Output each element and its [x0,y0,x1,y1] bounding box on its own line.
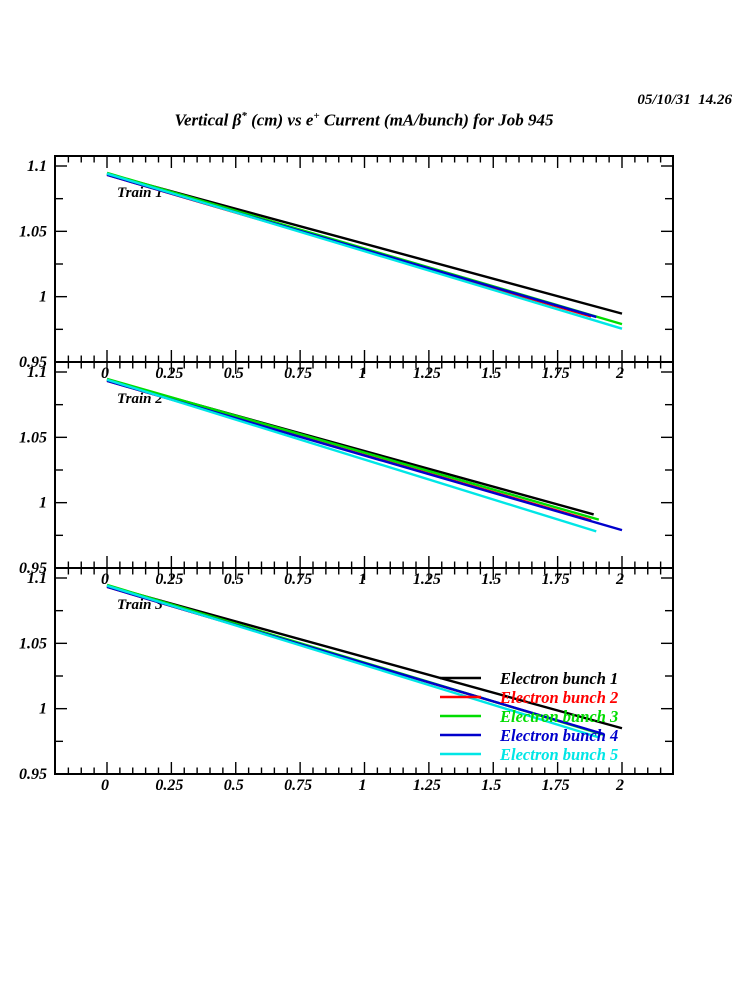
x-tick-label: 1.5 [481,777,501,794]
y-tick-label: 0.95 [19,560,47,577]
x-tick-label: 1.75 [542,571,570,588]
x-tick-label: 1.75 [542,777,570,794]
x-tick-label: 0.25 [155,365,183,382]
data-line-electron-bunch-3 [106,377,600,521]
y-tick-label: 1.1 [27,570,47,587]
x-tick-label: 1 [359,365,367,382]
title-part-1: Vertical β [174,110,242,130]
x-tick-label: 1.75 [542,365,570,382]
y-tick-label: 1.05 [19,429,47,446]
y-tick-label: 0.95 [19,766,47,783]
title-sup-plus: + [313,110,320,122]
data-line-electron-bunch-5 [106,584,600,739]
y-axis-labels: 0.95 1 1.05 1.1 [19,364,47,577]
timestamp: 05/10/31 14.26 [637,92,732,108]
y-tick-label: 1.05 [19,635,47,652]
x-axis-labels: 0 0.25 0.5 0.75 1 1.25 1.5 1.75 2 [101,571,624,588]
chart-title: Vertical β* (cm) vs e+ Current (mA/bunch… [0,110,728,131]
y-axis-labels: 0.95 1 1.05 1.1 [19,158,47,371]
legend-label-2: Electron bunch 2 [499,688,618,707]
axis-ticks [55,568,673,775]
x-tick-label: 0 [101,777,109,794]
x-tick-label: 2 [615,777,624,794]
legend-label-5: Electron bunch 5 [499,745,618,764]
x-tick-label: 1.25 [413,777,441,794]
x-tick-label: 1 [359,571,367,588]
x-axis-labels: 0 0.25 0.5 0.75 1 1.25 1.5 1.75 2 [101,777,624,794]
x-tick-label: 0.25 [155,777,183,794]
data-line-electron-bunch-5 [106,172,623,330]
x-axis-labels: 0 0.25 0.5 0.75 1 1.25 1.5 1.75 2 [101,365,624,382]
x-tick-label: 0.75 [284,365,312,382]
legend-label-1: Electron bunch 1 [499,669,618,688]
x-tick-label: 0.5 [224,365,244,382]
x-tick-label: 1 [359,777,367,794]
y-tick-label: 1 [39,289,47,306]
x-tick-label: 0.75 [284,777,312,794]
x-tick-label: 1.5 [481,365,501,382]
title-part-2: (cm) vs e [246,110,314,130]
x-tick-label: 0 [101,365,109,382]
x-tick-label: 0.75 [284,571,312,588]
y-tick-label: 1 [39,495,47,512]
y-tick-label: 0.95 [19,354,47,371]
x-tick-label: 2 [615,365,624,382]
y-tick-label: 1.05 [19,223,47,240]
x-tick-label: 2 [615,571,624,588]
y-tick-label: 1.1 [27,158,47,175]
x-tick-label: 0 [101,571,109,588]
y-tick-label: 1 [39,701,47,718]
x-tick-label: 1.25 [413,365,441,382]
y-axis-labels: 0.95 1 1.05 1.1 [19,570,47,783]
x-tick-label: 1.25 [413,571,441,588]
x-tick-label: 1.5 [481,571,501,588]
y-tick-label: 1.1 [27,364,47,381]
legend-label-4: Electron bunch 4 [499,726,618,745]
x-tick-label: 0.5 [224,777,244,794]
title-part-3: Current (mA/bunch) for Job 945 [319,110,554,130]
legend-label-3: Electron bunch 3 [499,707,618,726]
axis-ticks [55,362,673,569]
title-sup-star: * [241,110,247,122]
axis-ticks [55,156,673,363]
x-tick-label: 0.25 [155,571,183,588]
data-line-electron-bunch-5 [106,378,597,533]
x-tick-label: 0.5 [224,571,244,588]
